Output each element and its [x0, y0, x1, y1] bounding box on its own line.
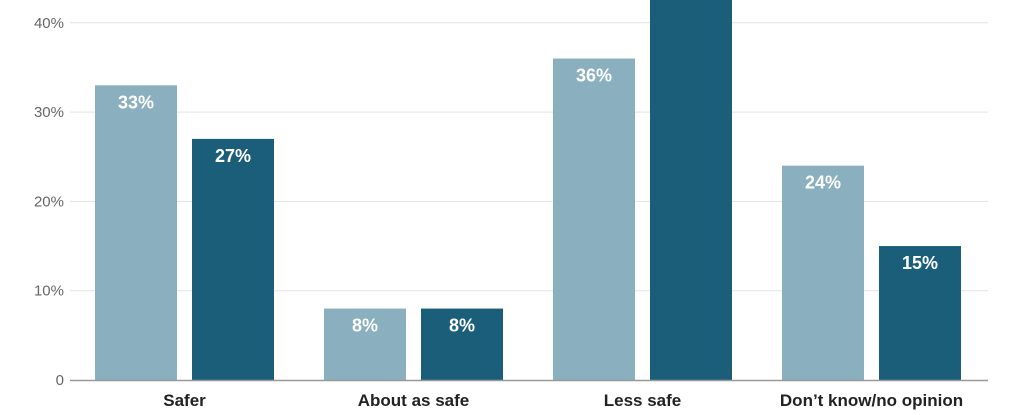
y-tick-label: 20%	[34, 193, 64, 210]
data-label-series1-2: 36%	[576, 66, 612, 86]
bar-series1-2	[553, 58, 635, 381]
y-axis: 0 10% 20% 30% 40%	[34, 15, 64, 389]
y-tick-label: 10%	[34, 283, 64, 300]
y-tick-label: 40%	[34, 15, 64, 32]
category-label: About as safe	[358, 391, 469, 410]
category-label: Don’t know/no opinion	[780, 391, 963, 410]
bar-series2-3	[879, 246, 961, 380]
data-label-series2-3: 15%	[902, 253, 938, 273]
y-tick-label: 30%	[34, 104, 64, 121]
bar-series1-3	[782, 165, 864, 380]
bars	[95, 0, 961, 381]
bar-series1-1	[324, 308, 406, 380]
category-label: Less safe	[604, 391, 682, 410]
bar-series1-0	[95, 85, 177, 380]
data-label-series2-0: 27%	[215, 146, 251, 166]
data-label-series1-0: 33%	[118, 92, 154, 112]
x-axis: Safer About as safe Less safe Don’t know/no…	[70, 379, 988, 410]
category-label: Safer	[163, 391, 206, 410]
data-label-series1-3: 24%	[805, 173, 841, 193]
data-label-series2-1: 8%	[449, 316, 475, 336]
bar-series2-2	[650, 0, 732, 380]
data-label-series1-1: 8%	[352, 316, 378, 336]
bar-series2-0	[192, 138, 274, 380]
bar-series2-1	[421, 308, 503, 380]
y-tick-label: 0	[56, 372, 64, 389]
data-labels: 33% 8% 36% 24% 27% 8% 15%	[118, 66, 938, 336]
